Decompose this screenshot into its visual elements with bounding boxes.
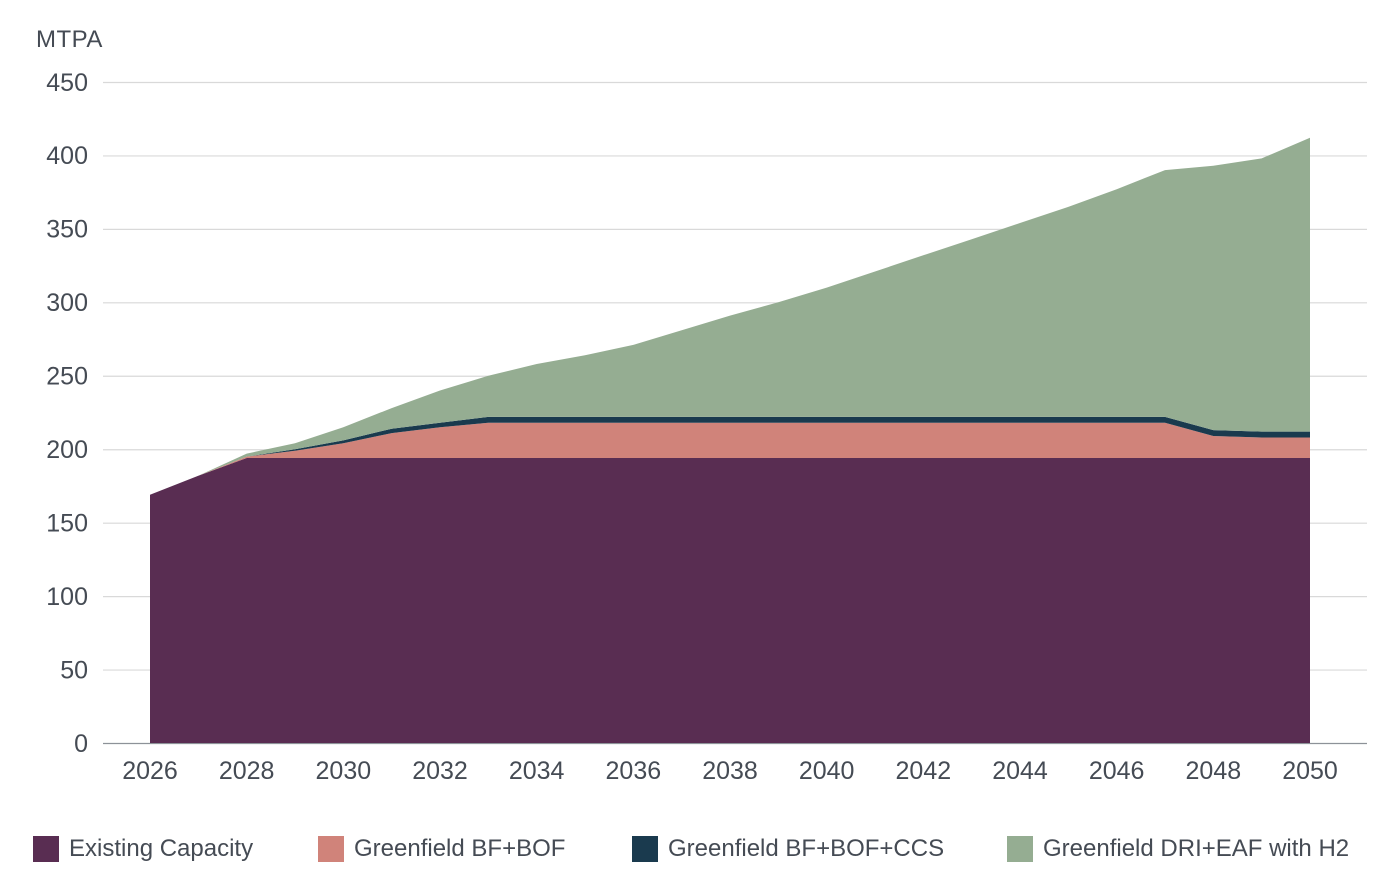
y-tick-label-200: 200 <box>46 436 88 464</box>
y-tick-label-100: 100 <box>46 583 88 611</box>
x-tick-label-2034: 2034 <box>509 757 565 785</box>
x-tick-label-2032: 2032 <box>412 757 468 785</box>
legend: Existing Capacity Greenfield BF+BOF Greenf… <box>0 835 1400 869</box>
area-greenfield-bf-bof <box>150 422 1310 495</box>
x-tick-label-2030: 2030 <box>316 757 372 785</box>
legend-label-existing-capacity: Existing Capacity <box>69 835 254 862</box>
y-axis-tick-labels: 0 50 100 150 200 250 300 350 400 450 <box>46 69 88 758</box>
legend-swatch-greenfield-dri-eaf-with-h2 <box>1007 836 1033 862</box>
legend-swatch-greenfield-bf-bof <box>318 836 344 862</box>
legend-swatch-greenfield-bf-bof-ccs <box>632 836 658 862</box>
x-tick-label-2026: 2026 <box>122 757 178 785</box>
y-tick-label-250: 250 <box>46 363 88 391</box>
y-tick-label-0: 0 <box>74 730 88 758</box>
x-tick-label-2050: 2050 <box>1282 757 1338 785</box>
legend-label-greenfield-bf-bof: Greenfield BF+BOF <box>354 835 566 862</box>
y-tick-label-450: 450 <box>46 69 88 97</box>
legend-item-existing-capacity: Existing Capacity <box>33 835 253 863</box>
y-axis-unit-label: MTPA <box>36 26 103 53</box>
series-areas <box>150 137 1310 743</box>
x-axis-tick-labels: 2026 2028 2030 2032 2034 2036 2038 2040 2042 2044… <box>122 757 1338 785</box>
y-tick-label-400: 400 <box>46 142 88 170</box>
area-greenfield-dri-eaf-with-h2 <box>150 137 1310 495</box>
y-tick-label-350: 350 <box>46 216 88 244</box>
y-tick-label-150: 150 <box>46 509 88 537</box>
legend-item-greenfield-bf-bof-ccs: Greenfield BF+BOF+CCS <box>632 835 944 863</box>
x-tick-label-2044: 2044 <box>992 757 1048 785</box>
x-tick-label-2036: 2036 <box>606 757 662 785</box>
x-tick-label-2038: 2038 <box>702 757 758 785</box>
x-tick-label-2048: 2048 <box>1186 757 1242 785</box>
y-tick-label-50: 50 <box>60 656 88 684</box>
area-existing-capacity <box>150 458 1310 743</box>
legend-item-greenfield-bf-bof: Greenfield BF+BOF <box>318 835 565 863</box>
x-tick-label-2042: 2042 <box>896 757 952 785</box>
y-tick-label-300: 300 <box>46 289 88 317</box>
legend-label-greenfield-dri-eaf-with-h2: Greenfield DRI+EAF with H2 <box>1043 835 1350 862</box>
legend-item-greenfield-dri-eaf-with-h2: Greenfield DRI+EAF with H2 <box>1007 835 1349 863</box>
x-tick-label-2028: 2028 <box>219 757 275 785</box>
legend-swatch-existing-capacity <box>33 836 59 862</box>
x-tick-label-2046: 2046 <box>1089 757 1145 785</box>
x-tick-label-2040: 2040 <box>799 757 855 785</box>
legend-label-greenfield-bf-bof-ccs: Greenfield BF+BOF+CCS <box>668 835 945 862</box>
